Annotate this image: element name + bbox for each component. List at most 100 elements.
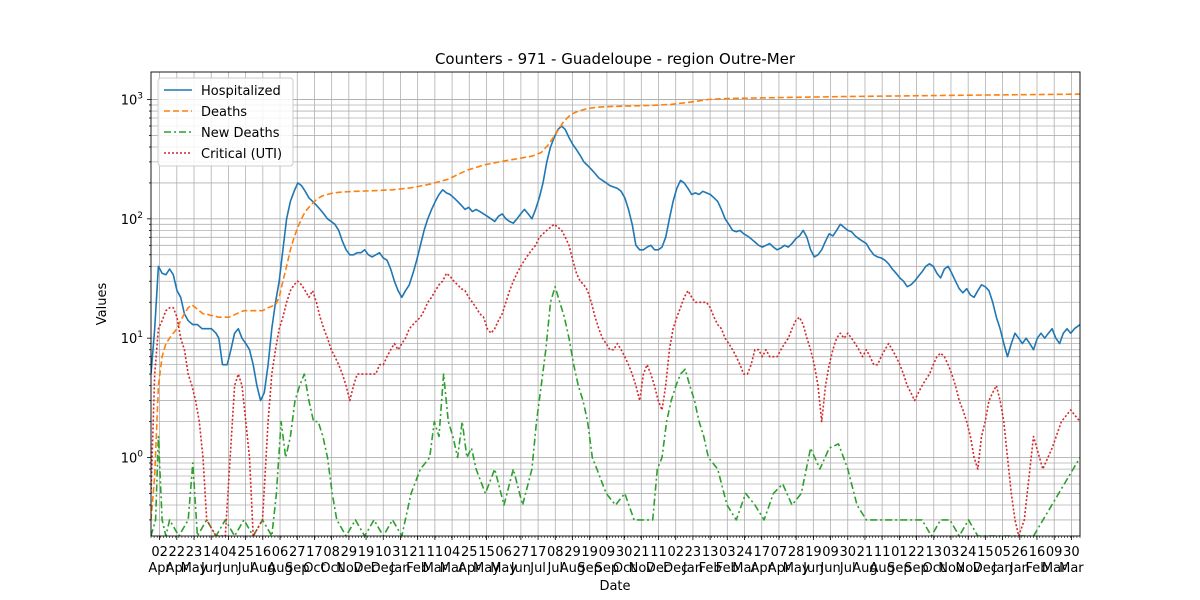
x-tick-label-month: Jul [546,561,563,576]
legend-label: Critical (UTI) [201,147,282,162]
x-tick-label-month: Dec [353,561,378,576]
x-tick-label-month: Aug [250,561,275,576]
x-tick-label-month: Sep [577,561,602,576]
x-tick-label-day: 21 [857,545,874,560]
legend-label: New Deaths [201,126,280,141]
y-tick-label-exponent: 2 [137,211,143,221]
legend: Hospitalized Deaths New Deaths Critical (UT… [157,77,294,167]
x-tick-label-month: Dec [663,561,688,576]
y-tick-label-exponent: 1 [137,330,143,340]
y-tick-label-base: 10 [121,94,138,109]
x-tick-label-month: Aug [560,561,585,576]
x-tick-label-day: 30 [839,545,856,560]
x-tick-label-month: Jan [682,561,703,576]
y-tick-label-base: 10 [121,213,138,228]
x-tick-label-month: Dec [973,561,998,576]
x-tick-label-day: 01 [891,545,908,560]
x-tick-label-month: Sep [904,561,929,576]
x-tick-label-day: 19 [358,545,375,560]
x-tick-label-month: Feb [716,561,739,576]
legend-label: Deaths [201,105,247,120]
x-tick-label-month: May [473,561,500,576]
x-tick-label-month: Aug [267,561,292,576]
x-tick-label-day: 23 [186,545,203,560]
x-tick-label-month: Jul [529,561,546,576]
x-tick-label-day: 13 [925,545,942,560]
x-tick-label-day: 21 [409,545,426,560]
x-tick-label-month: Jun [510,561,531,576]
y-tick-label-exponent: 3 [137,92,143,102]
x-tick-label-month: Jul [237,561,254,576]
plot-area: 02Apr22Apr23May14Jun04Jun25Jul16Aug06Aug… [121,71,1084,576]
x-tick-label-month: Sep [285,561,310,576]
series-line [151,223,1080,536]
x-tick-label-month: Nov [938,561,964,576]
x-tick-label-month: Oct [923,561,945,576]
y-tick-label: 101 [121,330,143,347]
x-tick-label-day: 29 [341,545,358,560]
x-tick-label-month: Sep [887,561,912,576]
x-tick-label-day: 30 [616,545,633,560]
x-tick-label-month: Mar [423,561,448,576]
x-tick-label-day: 03 [719,545,736,560]
x-tick-label-day: 04 [444,545,461,560]
x-tick-label-month: Jan [1009,561,1030,576]
x-tick-label-month: Mar [1059,561,1084,576]
x-tick-label-day: 06 [495,545,512,560]
axes-frame [150,71,1081,537]
x-tick-label-day: 02 [151,545,168,560]
x-tick-label-day: 22 [169,545,186,560]
x-tick-label-day: 22 [908,545,925,560]
x-tick-label-month: Mar [1042,561,1067,576]
legend-box [157,77,294,167]
y-tick-label-exponent: 0 [137,450,143,460]
x-tick-label-month: Mar [732,561,757,576]
x-tick-label-month: Dec [646,561,671,576]
x-tick-label-day: 15 [478,545,495,560]
x-tick-label-month: Nov [336,561,362,576]
x-tick-label-month: Jul [839,561,856,576]
x-tick-label-day: 07 [771,545,788,560]
x-tick-label-day: 19 [581,545,598,560]
x-tick-label-day: 24 [736,545,753,560]
x-tick-label-day: 28 [788,545,805,560]
x-tick-label-day: 05 [994,545,1011,560]
x-tick-label-day: 21 [633,545,650,560]
x-tick-label-month: Jan [992,561,1013,576]
x-tick-label-day: 02 [667,545,684,560]
y-tick-label-base: 10 [121,332,138,347]
x-tick-label-month: Apr [768,561,791,576]
y-tick-label: 103 [121,92,143,109]
x-tick-label-month: Mar [440,561,465,576]
x-tick-label-month: Feb [1025,561,1048,576]
x-ticks: 02Apr22Apr23May14Jun04Jun25Jul16Aug06Aug… [148,536,1084,576]
x-tick-label-day: 09 [822,545,839,560]
y-tick-label: 102 [121,211,143,228]
x-tick-label-day: 30 [1063,545,1080,560]
y-tick-label-base: 10 [121,452,138,467]
x-tick-label-month: Oct [613,561,635,576]
series-group [151,93,1080,536]
x-tick-label-month: Oct [320,561,342,576]
legend-label: Hospitalized [201,84,281,99]
x-tick-label-month: Dec [371,561,396,576]
x-tick-label-day: 06 [272,545,289,560]
x-tick-label-day: 31 [392,545,409,560]
series-line [151,285,1080,536]
x-tick-label-month: Feb [699,561,722,576]
x-tick-label-day: 09 [599,545,616,560]
x-tick-label-day: 11 [650,545,667,560]
x-axis-label: Date [599,579,630,594]
x-tick-label-day: 27 [513,545,530,560]
x-tick-label-month: May [783,561,810,576]
x-tick-label-day: 17 [306,545,323,560]
y-axis-label: Values [95,283,110,326]
x-tick-label-day: 17 [530,545,547,560]
x-tick-label-month: Jun [217,561,238,576]
x-tick-label-month: Oct [303,561,325,576]
x-tick-label-month: Apr [166,561,189,576]
x-tick-label-month: Nov [955,561,981,576]
x-tick-label-day: 11 [427,545,444,560]
